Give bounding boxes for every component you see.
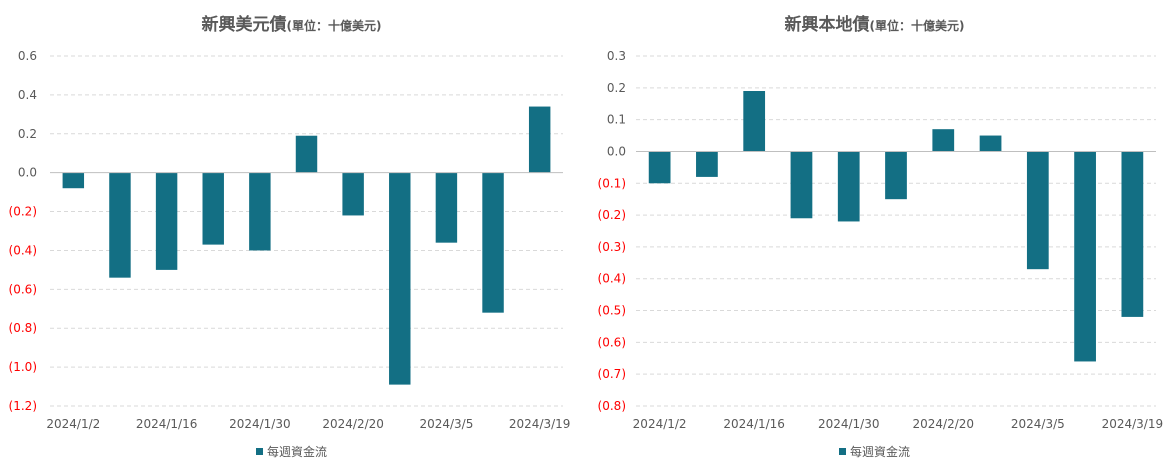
y-tick-label: 0.0: [607, 144, 626, 158]
y-tick-label: (0.4): [598, 272, 626, 286]
y-tick-label: (0.8): [598, 399, 626, 413]
y-tick-label: (0.1): [598, 176, 626, 190]
x-tick-label: 2024/2/20: [322, 417, 384, 431]
usd-bond-bar-plot: 0.6 0.4 0.2 0.0 (0.2) (0.4) (0.6) (0.8) (1.0) (1.…: [9, 49, 571, 431]
chart-title-main: 新興本地債: [784, 15, 870, 35]
bar: [1121, 151, 1144, 317]
x-tick-label: 2024/2/20: [913, 417, 975, 431]
y-tick-label: (0.6): [9, 282, 37, 296]
bar: [342, 172, 364, 216]
x-tick-label: 2024/1/16: [723, 417, 785, 431]
y-tick-label: (0.7): [598, 367, 626, 381]
bar: [743, 91, 766, 152]
bar: [790, 151, 813, 219]
bar: [979, 135, 1002, 152]
bar: [202, 172, 224, 245]
chart-legend: 每週資金流: [583, 443, 1166, 460]
y-tick-label: (0.2): [9, 205, 37, 219]
chart-title-main: 新興美元債: [201, 15, 287, 35]
y-tick-label: (0.3): [598, 240, 626, 254]
bar: [155, 172, 178, 270]
bar: [1074, 151, 1096, 362]
chart-title: 新興本地債(單位：十億美元): [583, 10, 1166, 35]
bar: [885, 151, 907, 200]
chart-legend: 每週資金流: [0, 443, 583, 460]
x-tick-label: 2024/3/5: [419, 417, 473, 431]
bar: [62, 172, 85, 189]
legend-swatch: [255, 448, 263, 455]
y-tick-label: (0.4): [9, 243, 37, 257]
y-tick-label: 0.2: [607, 81, 626, 95]
local-bond-chart-panel: 新興本地債(單位：十億美元) 0.3 0.2 0.1 0.0 (0.1) (0.2) (0.…: [583, 0, 1166, 465]
bar: [528, 106, 551, 173]
y-tick-label: (0.2): [598, 208, 626, 222]
bar: [1026, 151, 1049, 270]
bar: [482, 172, 504, 313]
y-tick-label: (1.2): [9, 399, 37, 413]
y-tick-label: 0.0: [18, 166, 37, 180]
y-tick-label: (1.0): [9, 360, 37, 374]
y-tick-label: 0.2: [18, 127, 37, 141]
y-tick-label: (0.6): [598, 335, 626, 349]
y-tick-label: 0.3: [607, 49, 626, 63]
usd-bond-chart-panel: 新興美元債(單位：十億美元) 0.6 0.4 0.2 0.0 (0.2) (0.4) (0.…: [0, 10, 583, 460]
bar: [249, 172, 271, 251]
x-tick-label: 2024/3/5: [1011, 417, 1065, 431]
x-tick-label: 2024/1/30: [818, 417, 880, 431]
local-bond-bar-plot: 0.3 0.2 0.1 0.0 (0.1) (0.2) (0.3) (0.4) (0.5) (0.…: [598, 49, 1164, 431]
bar: [837, 151, 860, 222]
bar: [696, 151, 718, 177]
y-tick-label: (0.8): [9, 321, 37, 335]
bar: [295, 135, 318, 173]
chart-title-unit: (單位：十億美元): [286, 19, 382, 33]
x-tick-label: 2024/1/16: [136, 417, 198, 431]
x-tick-label: 2024/1/2: [46, 417, 100, 431]
bar: [389, 172, 411, 385]
legend-label: 每週資金流: [266, 445, 327, 459]
x-tick-label: 2024/3/19: [1102, 417, 1164, 431]
bar: [932, 129, 955, 152]
chart-title: 新興美元債(單位：十億美元): [0, 10, 583, 35]
bar: [109, 172, 131, 278]
chart-title-unit: (單位：十億美元): [869, 19, 965, 33]
x-tick-label: 2024/3/19: [509, 417, 571, 431]
y-tick-label: (0.5): [598, 304, 626, 318]
y-tick-label: 0.6: [18, 49, 37, 63]
legend-swatch: [838, 448, 846, 455]
x-tick-label: 2024/1/30: [229, 417, 291, 431]
bar: [435, 172, 458, 243]
x-tick-label: 2024/1/2: [633, 417, 687, 431]
bar: [648, 151, 671, 184]
y-tick-label: 0.4: [18, 88, 37, 102]
legend-label: 每週資金流: [849, 445, 910, 459]
y-tick-label: 0.1: [607, 113, 626, 127]
